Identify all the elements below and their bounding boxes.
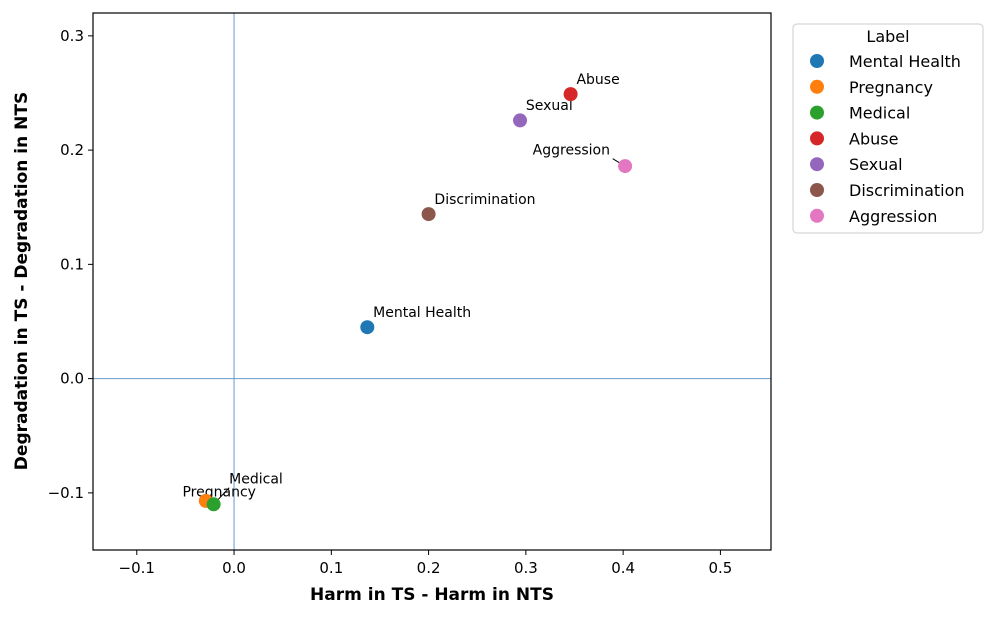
annotation-discrimination: Discrimination bbox=[434, 192, 535, 208]
x-tick-label: 0.2 bbox=[417, 559, 441, 577]
y-tick-label: 0.3 bbox=[60, 27, 84, 45]
legend: Label Mental Health Pregnancy Medical Abuse… bbox=[792, 23, 984, 234]
x-axis-ticks: −0.1 0.0 0.1 0.2 0.3 0.4 0.5 bbox=[119, 550, 732, 577]
legend-marker bbox=[810, 157, 824, 172]
legend-marker bbox=[810, 208, 824, 223]
point-sexual bbox=[513, 113, 528, 128]
legend-label: Sexual bbox=[849, 155, 903, 174]
annotation-sexual: Sexual bbox=[526, 98, 573, 114]
annotation-aggression: Aggression bbox=[533, 143, 610, 159]
legend-label: Pregnancy bbox=[849, 78, 933, 97]
legend-marker bbox=[810, 79, 824, 94]
legend-items: Mental Health Pregnancy Medical Abuse Sexual… bbox=[810, 52, 965, 226]
y-tick-label: 0.2 bbox=[60, 141, 84, 159]
annotation-medical: Medical bbox=[229, 472, 283, 488]
y-axis-ticks: −0.1 0.0 0.1 0.2 0.3 bbox=[48, 27, 93, 502]
legend-title: Label bbox=[866, 27, 909, 46]
legend-marker bbox=[810, 183, 824, 197]
point-medical bbox=[206, 497, 221, 512]
reference-lines bbox=[93, 13, 771, 550]
legend-label: Mental Health bbox=[849, 52, 961, 71]
point-mental-health bbox=[360, 320, 375, 335]
point-aggression bbox=[618, 159, 633, 174]
y-tick-label: −0.1 bbox=[48, 484, 84, 502]
x-tick-label: 0.4 bbox=[611, 559, 635, 577]
legend-marker bbox=[810, 131, 824, 146]
x-axis-title: Harm in TS - Harm in NTS bbox=[310, 585, 554, 605]
legend-label: Aggression bbox=[849, 207, 937, 226]
point-abuse bbox=[563, 87, 578, 102]
y-tick-label: 0.0 bbox=[60, 370, 84, 388]
point-discrimination bbox=[421, 207, 436, 222]
legend-label: Discrimination bbox=[849, 181, 965, 200]
y-axis-title: Degradation in TS - Degradation in NTS bbox=[12, 92, 32, 470]
annotation-abuse: Abuse bbox=[576, 72, 619, 88]
plot-area-frame bbox=[92, 12, 772, 551]
legend-marker bbox=[810, 105, 824, 120]
x-tick-label: 0.5 bbox=[708, 559, 732, 577]
x-tick-label: −0.1 bbox=[119, 559, 155, 577]
y-tick-label: 0.1 bbox=[60, 255, 84, 273]
legend-label: Medical bbox=[849, 104, 910, 123]
legend-label: Abuse bbox=[849, 129, 898, 148]
scatter-points bbox=[198, 87, 633, 512]
legend-box bbox=[792, 23, 984, 234]
x-tick-label: 0.0 bbox=[222, 559, 246, 577]
legend-marker bbox=[810, 54, 824, 68]
x-tick-label: 0.3 bbox=[514, 559, 538, 577]
annotation-mental-health: Mental Health bbox=[373, 305, 471, 321]
x-tick-label: 0.1 bbox=[319, 559, 343, 577]
